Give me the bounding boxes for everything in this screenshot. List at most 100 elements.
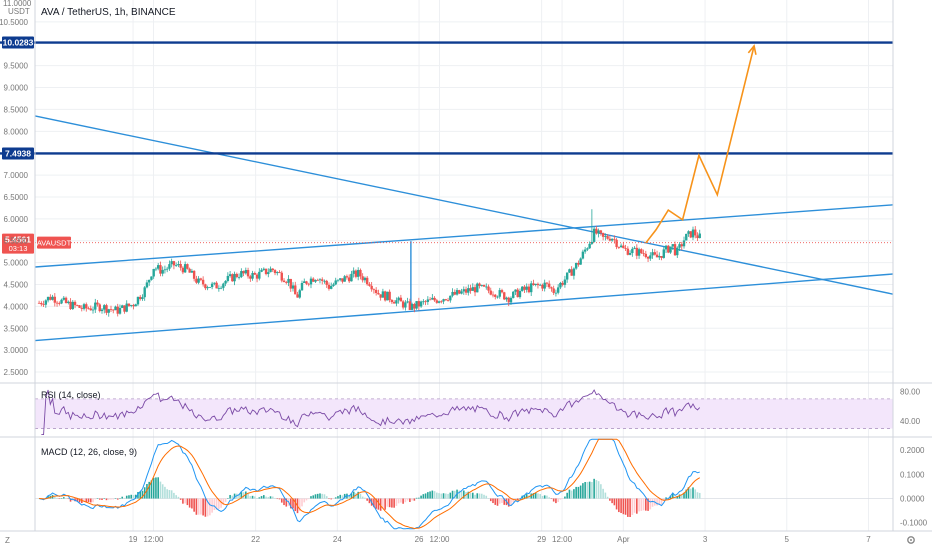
macd-histogram-bar — [638, 498, 640, 512]
candle-body — [460, 291, 463, 294]
macd-histogram-bar — [119, 498, 121, 499]
macd-histogram-bar — [130, 494, 133, 499]
macd-histogram-bar — [193, 498, 195, 512]
candle-body — [192, 270, 196, 279]
rsi-line — [41, 389, 701, 435]
trendlines[interactable] — [34, 115, 894, 342]
candle-body — [82, 304, 86, 309]
macd-histogram-bar — [265, 496, 267, 499]
macd-histogram-bar — [209, 498, 211, 516]
candle-body — [651, 252, 654, 256]
macd-histogram-bar — [395, 498, 398, 506]
candle-body — [67, 301, 70, 304]
macd-histogram-bar — [321, 493, 324, 499]
candle-body — [55, 302, 59, 304]
macd-histogram-bar — [316, 493, 319, 499]
macd-histogram-bar — [105, 498, 108, 501]
candle-body — [655, 254, 659, 258]
candle-body — [673, 244, 677, 256]
candle-body — [314, 279, 317, 282]
candle-body — [410, 304, 414, 310]
macd-histogram-bar — [188, 498, 191, 508]
candle-body — [381, 291, 385, 298]
macd-histogram-bar — [532, 493, 535, 499]
candle-body — [190, 270, 194, 273]
macd-pane: 0.2000 0.1000 0.0000 -0.1000 — [35, 438, 928, 530]
macd-histogram-bar — [415, 497, 418, 499]
macd-histogram-bar — [665, 497, 667, 499]
macd-histogram-bar — [550, 498, 553, 500]
macd-histogram-bar — [60, 498, 63, 499]
candle-body — [215, 282, 218, 289]
candle-body — [352, 270, 355, 274]
macd-histogram-bar — [460, 490, 463, 499]
candle-body — [347, 277, 351, 282]
chart-title: AVA / TetherUS, 1h, BINANCE — [41, 7, 176, 18]
macd-histogram-bar — [469, 492, 472, 499]
macd-histogram-bar — [406, 498, 409, 501]
time-axis[interactable]: 19 12:00 22 24 26 12:00 29 12:00 Apr 3 5 7 — [129, 535, 872, 544]
candle-body — [105, 305, 108, 313]
candle-body — [640, 249, 643, 254]
candle-body — [298, 290, 301, 298]
candle-body — [615, 239, 618, 248]
trendline-descending[interactable] — [34, 115, 894, 295]
time-tick-label: 12:00 — [552, 535, 573, 544]
macd-histogram-bar — [467, 491, 470, 499]
candle-body — [62, 297, 66, 300]
candle-body — [671, 244, 674, 247]
candle-body — [599, 230, 603, 233]
candle-body — [689, 231, 692, 238]
rsi-tick-label: 80.00 — [900, 387, 921, 396]
candle-body — [361, 276, 364, 281]
macd-histogram-bar — [692, 487, 694, 499]
macd-histogram-bar — [478, 493, 481, 499]
macd-histogram-bar — [645, 498, 647, 511]
candle-body — [667, 245, 670, 253]
candle-body — [255, 274, 259, 279]
macd-histogram-bar — [595, 480, 598, 499]
candle-body — [350, 273, 353, 282]
candle-body — [354, 270, 358, 277]
trendline-channel-upper[interactable] — [34, 204, 894, 268]
macd-histogram-bar — [251, 495, 254, 499]
candle-body — [417, 301, 421, 307]
macd-indicator-label[interactable]: MACD (12, 26, close, 9) — [41, 447, 137, 457]
macd-histogram-bar — [334, 497, 337, 499]
candle-body — [597, 230, 600, 234]
candle-body — [455, 290, 459, 295]
candle-body — [642, 253, 645, 254]
macd-histogram-bar — [487, 498, 490, 499]
candle-body — [523, 286, 526, 290]
candle-body — [267, 272, 270, 275]
candle-body — [525, 286, 528, 290]
candle-body — [516, 289, 519, 298]
projection-path[interactable] — [645, 44, 757, 244]
macd-histogram-bar — [411, 498, 413, 501]
candle-body — [339, 278, 342, 280]
macd-histogram-bar — [325, 496, 328, 499]
time-tick-label: Apr — [617, 535, 630, 544]
macd-histogram-bar — [220, 498, 222, 508]
timezone-button[interactable]: Z — [5, 536, 10, 545]
projection-line[interactable] — [645, 45, 755, 244]
macd-histogram-bar — [341, 495, 344, 499]
macd-histogram-bar — [305, 498, 308, 501]
macd-histogram-bar — [213, 498, 216, 511]
macd-histogram-bar — [182, 498, 184, 504]
candle-body — [316, 279, 319, 281]
candle-body — [628, 253, 632, 255]
candle-body — [660, 256, 663, 258]
candle-body — [58, 303, 61, 304]
settings-icon[interactable] — [907, 536, 915, 544]
candle-body — [168, 264, 171, 269]
macd-histogram-bar — [148, 481, 150, 499]
trendline-channel-lower[interactable] — [34, 273, 894, 342]
candle-body — [473, 287, 477, 293]
candle-body — [244, 270, 248, 274]
macd-histogram-bar — [694, 489, 697, 499]
macd-histogram-bar — [96, 498, 99, 499]
horizontal-price-lines[interactable]: 10.0283 7.4938 — [0, 36, 893, 160]
rsi-indicator-label[interactable]: RSI (14, close) — [41, 390, 101, 400]
